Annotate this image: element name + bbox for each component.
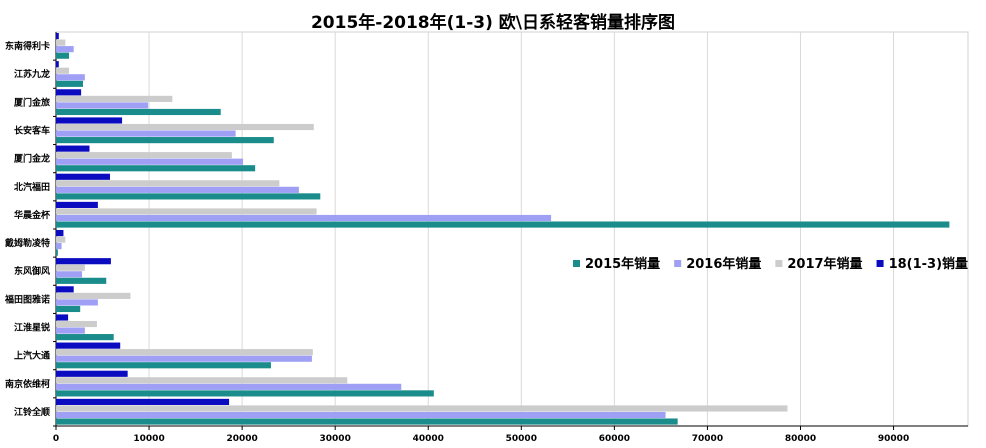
bar xyxy=(56,342,121,349)
bar xyxy=(56,299,98,306)
bar xyxy=(56,398,230,405)
x-tick-label: 40000 xyxy=(413,434,444,444)
legend-swatch xyxy=(876,260,884,267)
x-tick-label: 0 xyxy=(53,434,59,444)
bar xyxy=(56,52,70,59)
bar xyxy=(56,46,74,53)
bar xyxy=(56,39,66,46)
bar xyxy=(56,186,299,193)
bar xyxy=(56,130,236,137)
bar xyxy=(56,383,402,390)
bar xyxy=(56,334,114,341)
bar xyxy=(56,258,111,265)
category-label: 厦门金龙 xyxy=(14,153,50,165)
legend-label: 2016年销量 xyxy=(686,256,761,272)
category-label: 上汽大通 xyxy=(14,350,50,362)
bar xyxy=(56,214,552,222)
legend-swatch xyxy=(775,260,783,267)
bar xyxy=(56,264,85,271)
x-tick-label: 70000 xyxy=(692,434,723,444)
bar xyxy=(56,418,678,425)
bar xyxy=(56,137,274,144)
bar xyxy=(56,102,149,109)
bar xyxy=(56,320,97,328)
x-tick-label: 50000 xyxy=(506,434,537,444)
bar xyxy=(56,405,788,412)
category-label: 长安客车 xyxy=(14,125,50,137)
bar xyxy=(56,61,59,68)
category-label: 东南得利卡 xyxy=(5,40,50,52)
bar xyxy=(56,377,348,384)
bar xyxy=(56,193,321,200)
bar xyxy=(56,95,173,102)
category-label: 华晨金杯 xyxy=(14,209,51,221)
legend-label: 2017年销量 xyxy=(787,256,862,272)
category-label: 福田图雅诺 xyxy=(4,293,50,305)
chart-title: 2015年-2018年(1-3) 欧\日系轻客销量排序图 xyxy=(310,13,676,33)
x-tick-label: 10000 xyxy=(133,434,164,444)
bar xyxy=(56,89,82,96)
category-label: 江淮星锐 xyxy=(14,322,50,334)
bar xyxy=(56,201,98,208)
bar xyxy=(56,362,271,369)
bar xyxy=(56,152,232,159)
x-tick-label: 90000 xyxy=(878,434,909,444)
category-label: 东风御风 xyxy=(14,265,50,277)
category-label: 北汽福田 xyxy=(14,181,50,193)
category-label: 戴姆勒凌特 xyxy=(5,237,50,249)
bar xyxy=(56,292,131,299)
bar xyxy=(56,173,110,180)
bar xyxy=(56,221,950,228)
bar xyxy=(56,208,317,215)
legend-swatch xyxy=(573,260,580,267)
bar xyxy=(56,411,666,419)
bar xyxy=(56,229,64,237)
bar xyxy=(56,243,62,250)
bar xyxy=(56,305,81,313)
category-label: 南京依维柯 xyxy=(5,378,50,390)
x-tick-label: 80000 xyxy=(785,434,816,444)
bar xyxy=(56,390,434,397)
bar xyxy=(56,355,312,362)
bar xyxy=(56,80,83,87)
x-tick-label: 60000 xyxy=(599,434,630,444)
bar xyxy=(56,67,70,74)
legend-label: 2015年销量 xyxy=(585,256,660,272)
bar xyxy=(56,117,123,124)
bar xyxy=(56,327,85,334)
bar xyxy=(56,145,90,152)
category-label: 江苏九龙 xyxy=(14,68,50,80)
x-tick-label: 20000 xyxy=(226,434,257,444)
bar xyxy=(56,277,107,284)
bar xyxy=(56,236,66,243)
bar xyxy=(56,123,314,131)
bar xyxy=(56,249,58,256)
bar xyxy=(56,158,244,165)
category-label: 江铃全顺 xyxy=(14,406,50,418)
bar xyxy=(56,370,128,377)
legend-swatch xyxy=(674,260,682,267)
bar xyxy=(56,349,313,356)
bar xyxy=(56,32,59,40)
bar xyxy=(56,165,256,172)
bar xyxy=(56,180,280,187)
bar xyxy=(56,74,85,81)
x-tick-label: 30000 xyxy=(320,434,351,444)
bar xyxy=(56,286,74,293)
bar xyxy=(56,271,83,278)
legend-label: 18(1-3)销量 xyxy=(889,256,968,272)
category-label: 厦门金旅 xyxy=(14,96,50,108)
bar xyxy=(56,108,221,116)
bar xyxy=(56,314,69,321)
